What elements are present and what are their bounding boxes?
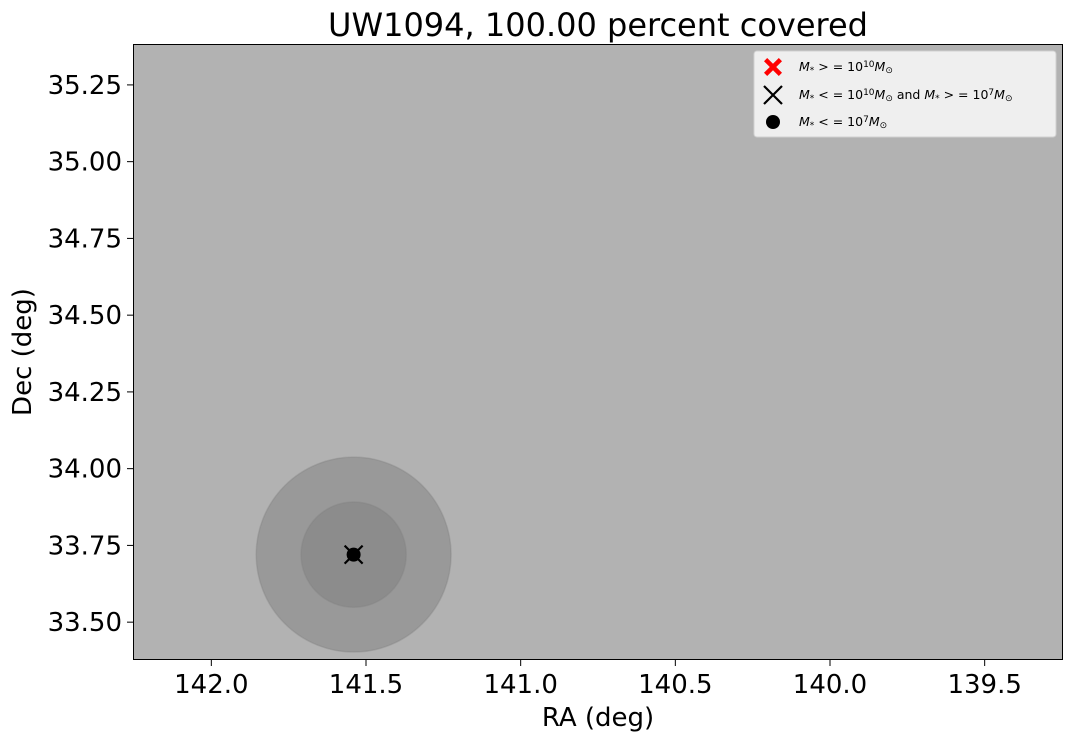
x-axis: 142.0 141.5 141.0 140.5 140.0 139.5	[174, 659, 1022, 700]
legend-marker-1	[763, 85, 783, 105]
chart-title: UW1094, 100.00 percent covered	[328, 6, 868, 44]
x-axis-label: RA (deg)	[542, 703, 654, 733]
y-tick-label-4: 34.50	[48, 301, 122, 331]
x-tick-label-2: 141.0	[483, 670, 557, 700]
y-tick-label-0: 33.50	[48, 608, 122, 638]
y-tick-label-2: 34.00	[48, 455, 122, 485]
legend: M* > = 1010M⊙ M* < = 1010M⊙ and M* > = 10…	[753, 50, 1057, 138]
y-tick-label-6: 35.00	[48, 148, 122, 178]
x-tick-label-1: 141.5	[329, 670, 403, 700]
legend-label-1: M* < = 1010M⊙ and M* > = 107M⊙	[799, 87, 1013, 104]
x-tick-label-5: 139.5	[947, 670, 1021, 700]
y-tick-label-5: 34.75	[48, 224, 122, 254]
y-axis: 33.50 33.75 34.00 34.25 34.50 34.75 35.00 35.25	[48, 71, 134, 638]
legend-marker-2	[766, 115, 780, 129]
y-tick-label-3: 34.25	[48, 378, 122, 408]
x-tick-label-4: 140.0	[793, 670, 867, 700]
legend-label-0: M* > = 1010M⊙	[799, 59, 893, 76]
marker-layer	[343, 544, 364, 565]
legend-marker-0	[764, 58, 782, 76]
data-point-s2-0	[346, 547, 361, 562]
legend-box	[753, 50, 1057, 138]
x-tick-label-0: 142.0	[174, 670, 248, 700]
legend-label-2: M* < = 107M⊙	[799, 114, 887, 131]
x-tick-label-3: 140.5	[638, 670, 712, 700]
y-tick-label-7: 35.25	[48, 71, 122, 101]
y-tick-label-1: 33.75	[48, 531, 122, 561]
y-axis-label: Dec (deg)	[8, 288, 38, 416]
